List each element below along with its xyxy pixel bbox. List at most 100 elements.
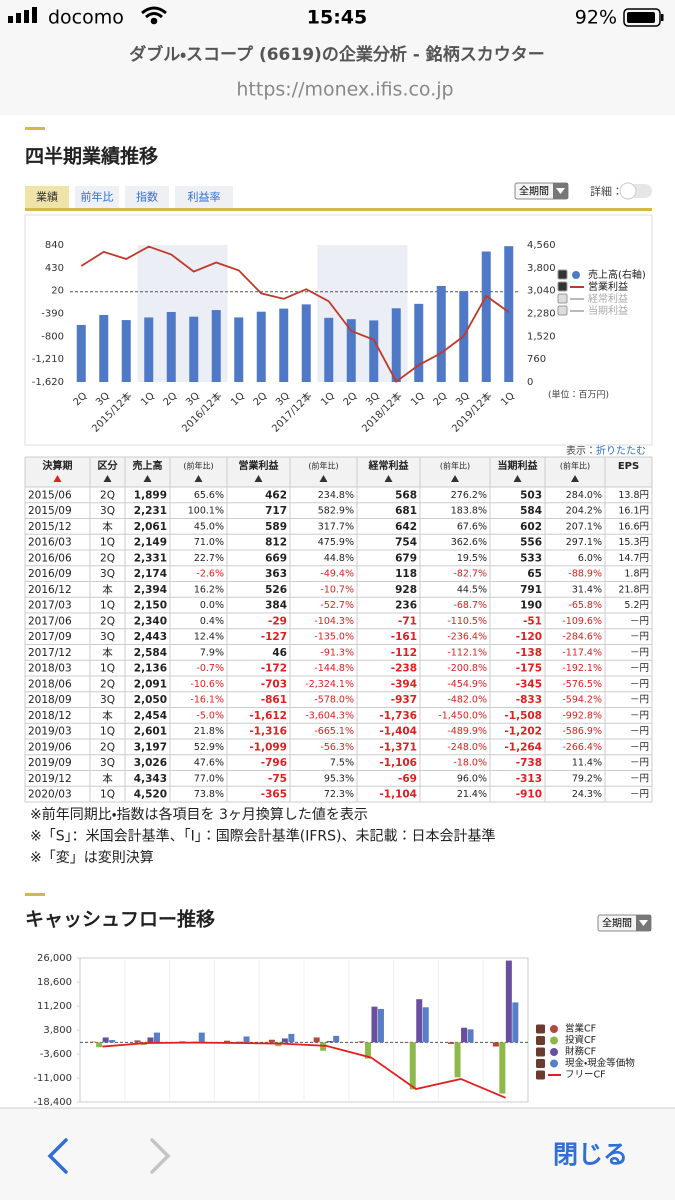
tab[interactable] [125,186,169,208]
legend-label: フリーCF [565,1070,606,1081]
table-cell: 2,150 [134,600,167,612]
page-title: ダブル・スコープ (6619)の企業分析 - 銘柄スカウター [129,44,544,65]
table-cell: -2.6% [196,569,224,580]
sort-icon[interactable] [143,475,152,482]
table-cell: 1,899 [134,489,167,501]
table-header: (前年比) [560,461,590,471]
y2-tick-label: 1,520 [527,331,556,342]
back-button[interactable] [47,1138,68,1174]
period-select[interactable] [597,914,652,932]
bar [147,1037,154,1043]
chart-frame [24,214,653,446]
tab[interactable] [75,186,119,208]
table-cell: 362.6% [451,537,487,548]
sort-icon[interactable] [571,475,579,482]
legend-label: 営業CF [565,1023,596,1035]
period-select-label[interactable]: 全期間 [519,185,549,198]
table-cell: -489.9% [447,726,487,737]
detail-toggle[interactable] [619,182,652,200]
legend-checkbox[interactable] [557,281,568,292]
table-cell: -1,104 [379,789,417,801]
table-cell: -104.3% [314,616,354,627]
table-cell: 2Q [100,615,115,627]
sort-icon[interactable] [194,475,203,482]
legend-label: 投資CF [565,1034,596,1046]
legend-checkbox[interactable] [536,1036,545,1045]
table-cell: 65.6% [194,490,224,501]
carrier: docomo [48,7,124,29]
sort-icon[interactable] [103,475,112,482]
table-cell: 2015/06 [28,489,72,501]
table-cell: 13.8円 [618,490,649,501]
legend-checkbox[interactable] [536,1070,545,1080]
table-cell: 2Q [100,741,115,753]
table-cell: -161 [391,631,417,643]
table-cell: 44.8% [324,553,354,564]
legend-marker [550,1036,558,1045]
period-select-label[interactable]: 全期間 [602,917,632,930]
legend-label: 財務CF [565,1046,596,1058]
table-cell: 2017/03 [28,600,72,612]
bar [234,317,244,382]
x-tick-label: 2Q [162,390,180,408]
table-cell: -175 [516,663,542,675]
bar [211,310,221,382]
table-cell: 589 [265,521,287,533]
signal-icon [8,7,37,23]
legend-checkbox[interactable] [557,305,568,316]
table-cell: 21.4% [457,789,487,800]
collapse-link[interactable]: 折りたたむ [596,444,646,457]
x-tick-label: 3Q [364,390,382,408]
x-tick-label: 3Q [454,390,472,408]
bar [198,1032,205,1043]
tab[interactable] [175,186,233,208]
sort-icon[interactable] [384,475,393,482]
table-cell: -594.2% [562,695,602,706]
sort-icon[interactable] [451,475,459,482]
table-cell: 0.4% [200,616,224,627]
table-cell: 21.8% [194,726,224,737]
table-cell: -1,099 [249,741,287,753]
bar [281,1038,288,1043]
table-cell: －円 [630,647,649,658]
legend-checkbox[interactable] [536,1047,545,1057]
table-cell: 1.8円 [624,569,649,580]
legend-checkbox[interactable] [536,1024,545,1034]
url[interactable]: https://monex.ifis.co.jp [236,79,453,101]
x-tick-label: 3Q [274,390,292,408]
sort-icon[interactable] [53,475,62,482]
table-cell: -2,324.1% [305,679,354,690]
table-cell: 4,343 [134,773,167,785]
table-cell: 3Q [100,505,115,517]
table-cell: -82.7% [453,569,487,580]
legend-checkbox[interactable] [557,293,568,304]
table-cell: 3Q [100,757,115,769]
sort-icon[interactable] [254,475,263,482]
table-cell: 19.5% [457,553,487,564]
table-cell: 2019/09 [28,757,72,769]
tab[interactable] [25,186,69,208]
bar [505,960,512,1043]
table-cell: 236 [395,600,417,612]
tab-label[interactable]: 前年比 [81,190,114,204]
close-button[interactable]: 閉じる [553,1140,628,1169]
table-cell: 2017/12 [28,647,72,659]
sort-icon[interactable] [513,475,522,482]
bar [326,1041,333,1043]
tab-label[interactable]: 業績 [36,190,58,204]
table-cell: -861 [261,694,287,706]
table-cell: -1,404 [379,726,417,738]
table-header: 経常利益 [368,459,410,472]
sort-icon[interactable] [319,475,328,482]
legend-checkbox[interactable] [536,1059,545,1068]
x-tick-label: 2Q [432,390,450,408]
table-cell: 44.5% [457,584,487,595]
period-select[interactable] [514,182,569,200]
table-cell: -248.0% [447,742,487,753]
y2-tick-label: 3,040 [527,286,556,297]
tab-label[interactable]: 指数 [136,190,158,204]
tab-label[interactable]: 利益率 [188,190,221,204]
table-cell: -138 [516,647,542,659]
legend-checkbox[interactable] [557,269,568,280]
